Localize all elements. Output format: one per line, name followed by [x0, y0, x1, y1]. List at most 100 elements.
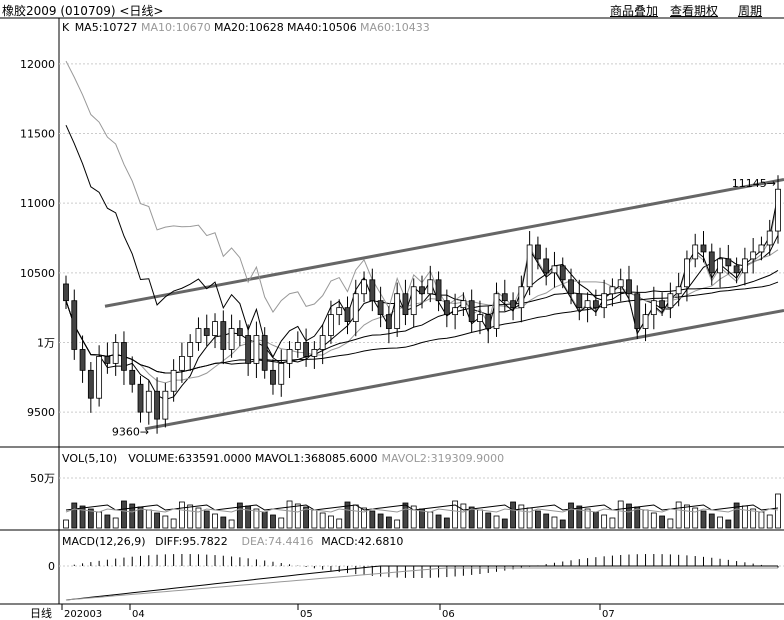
menu-item-options[interactable]: 查看期权: [670, 4, 719, 18]
ma40-upper-line: [65, 124, 779, 358]
volume-bar: [601, 514, 608, 529]
volume-bar: [121, 500, 127, 529]
candle-body: [187, 342, 194, 357]
volume-bar: [659, 515, 665, 529]
volume-bar: [402, 502, 409, 529]
volume-bar: [261, 511, 268, 529]
candle-body: [369, 279, 376, 302]
x-axis-period-label: 日线: [30, 606, 52, 620]
macd-legend-item: DIFF:95.7822: [155, 535, 228, 548]
price-legend-item: MA20:10628: [214, 21, 284, 34]
candle-body: [96, 356, 103, 399]
volume-bar: [96, 511, 103, 529]
volume-bar: [443, 517, 450, 529]
dea-line: [65, 567, 778, 601]
candle-body: [203, 328, 210, 336]
candle-body: [137, 383, 144, 413]
volume-bar: [708, 513, 715, 529]
volume-bar: [162, 515, 169, 529]
volume-bar: [758, 511, 765, 529]
volume-bar: [253, 508, 260, 529]
volume-bar: [775, 493, 781, 529]
volume-bar: [725, 519, 732, 529]
candle-body: [377, 300, 384, 316]
candle-body: [253, 335, 260, 364]
y-tick-label: 11000: [20, 197, 55, 210]
volume-bar: [394, 519, 401, 529]
volume-bar: [452, 500, 459, 529]
price-legend-item: MA40:10506: [287, 21, 357, 34]
volume-bar: [477, 509, 483, 529]
candle-body: [261, 335, 268, 371]
volume-bar: [592, 511, 599, 529]
candle-body: [501, 293, 508, 302]
volume-bar: [435, 514, 442, 529]
volume-bar: [750, 508, 757, 529]
volume-bar: [584, 508, 591, 529]
candle-body: [344, 307, 351, 322]
candle-body: [443, 300, 450, 316]
moving-averages: [65, 60, 779, 401]
y-tick-label: 9500: [27, 406, 55, 419]
volume-bar: [361, 507, 367, 529]
volume-bar: [79, 505, 86, 529]
candle-body: [634, 293, 641, 329]
candle-body: [543, 258, 550, 274]
candle-body: [179, 356, 185, 371]
volume-bar: [493, 515, 500, 529]
mavol1-line: [65, 504, 779, 511]
volume-bar: [543, 513, 550, 529]
candle-body: [336, 307, 343, 316]
candle-body: [775, 188, 781, 232]
candle-body: [236, 328, 243, 336]
candle-body: [452, 307, 459, 316]
volume-bar: [535, 510, 541, 529]
candle-body: [104, 356, 111, 364]
menu-item-overlay[interactable]: 商品叠加: [610, 4, 659, 18]
price-grid: [59, 63, 784, 567]
candle-body: [692, 244, 699, 260]
candle-body: [303, 342, 309, 357]
candle-body: [741, 258, 748, 274]
volume-bar: [228, 519, 235, 529]
y-tick-label: 50万: [30, 472, 55, 485]
volume-bar: [179, 501, 185, 529]
volume-bar: [170, 518, 177, 529]
volume-bar: [195, 507, 202, 529]
volume-bar: [203, 510, 210, 529]
price-legend-item: MA5:10727: [75, 21, 138, 34]
volume-bar: [311, 509, 318, 529]
candle-body: [758, 244, 765, 253]
volume-bar: [369, 510, 376, 529]
candle-body: [328, 314, 334, 336]
volume-bar: [145, 509, 152, 529]
candle-body: [402, 293, 409, 316]
ma10-line: [65, 249, 779, 384]
candle-body: [468, 300, 475, 322]
volume-bars: [63, 493, 781, 529]
volume-bar: [71, 502, 78, 529]
volume-bar: [510, 501, 516, 529]
candle-body: [535, 244, 541, 260]
volume-bar: [319, 512, 326, 529]
candle-body: [294, 342, 301, 350]
candle-body: [79, 349, 86, 371]
volume-bar: [344, 501, 351, 529]
volume-bar: [212, 513, 218, 529]
candle-body: [170, 369, 177, 392]
volume-bar: [518, 504, 525, 529]
candle-body: [270, 369, 276, 385]
candle-body: [195, 328, 202, 343]
volume-bar: [419, 508, 425, 529]
menu-item-period[interactable]: 周期: [738, 4, 763, 18]
volume-bar: [501, 518, 508, 529]
candle-body: [642, 314, 649, 329]
volume-bar: [733, 502, 740, 529]
candle-body: [584, 300, 591, 309]
volume-bar: [700, 510, 707, 529]
price-legend: K MA5:10727 MA10:10670 MA20:10628 MA40:10506…: [62, 21, 430, 34]
diff-line: [65, 565, 778, 601]
price-legend-item: MA10:10670: [141, 21, 211, 34]
vol-legend-item: VOL(5,10): [62, 452, 117, 465]
